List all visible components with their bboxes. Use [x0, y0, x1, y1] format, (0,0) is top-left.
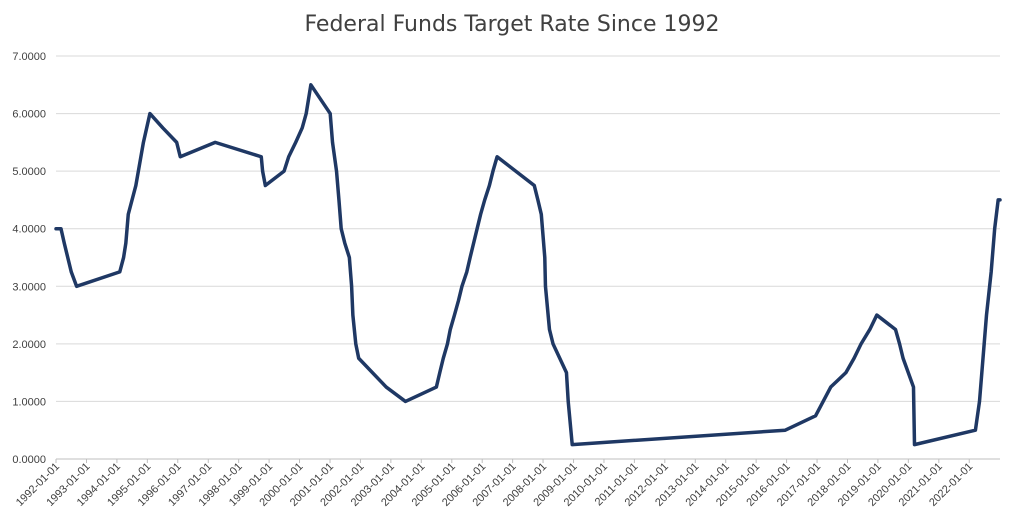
y-tick-label: 7.0000 — [12, 51, 46, 63]
y-tick-label: 2.0000 — [12, 339, 46, 351]
y-tick-label: 6.0000 — [12, 109, 46, 121]
y-tick-label: 1.0000 — [12, 396, 46, 408]
series-line — [54, 83, 1002, 447]
chart-title: Federal Funds Target Rate Since 1992 — [304, 12, 720, 37]
x-axis-ticks: 1992-01-011993-01-011994-01-011995-01-01… — [14, 459, 975, 509]
gridlines — [56, 55, 1000, 460]
series-layer — [54, 83, 1002, 447]
y-tick-label: 5.0000 — [12, 166, 46, 178]
y-axis-ticks: 0.0000 1.0000 2.0000 3.0000 4.0000 5.0000 6.00… — [12, 51, 46, 466]
y-tick-label: 0.0000 — [12, 454, 46, 466]
y-tick-label: 3.0000 — [12, 281, 46, 293]
y-tick-label: 4.0000 — [12, 224, 46, 236]
